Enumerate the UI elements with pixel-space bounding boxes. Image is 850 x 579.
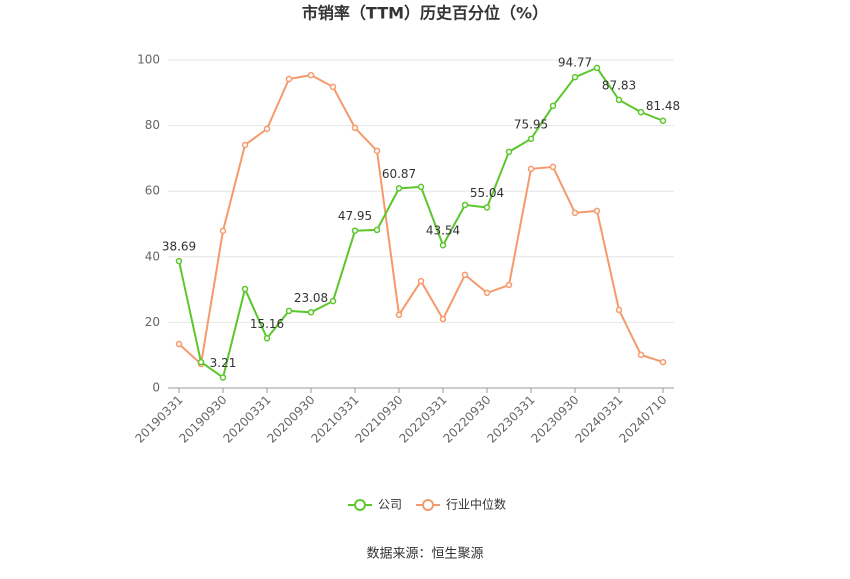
data-point	[175, 257, 183, 265]
data-label: 94.77	[558, 56, 592, 70]
y-tick-label: 0	[152, 381, 160, 395]
data-point	[351, 227, 359, 234]
data-point	[219, 374, 227, 381]
data-point	[241, 141, 249, 149]
legend-label: 行业中位数	[446, 497, 506, 512]
data-point	[549, 163, 557, 171]
y-tick-label: 60	[145, 184, 160, 198]
y-tick-label: 40	[145, 249, 160, 263]
data-label: 81.48	[646, 99, 680, 113]
data-point	[505, 281, 513, 289]
data-point	[637, 108, 645, 116]
data-point	[527, 135, 535, 143]
data-point	[175, 340, 183, 348]
legend-label: 公司	[378, 498, 402, 512]
data-point	[615, 96, 623, 104]
data-point	[637, 351, 645, 359]
data-point	[439, 315, 447, 323]
data-label: 3.21	[210, 356, 237, 370]
data-point	[285, 307, 293, 315]
data-point	[395, 185, 403, 192]
chart-title: 市销率（TTM）历史百分位（%）	[302, 4, 548, 23]
data-point	[659, 358, 667, 366]
data-point	[439, 241, 447, 249]
data-point	[307, 71, 315, 79]
data-point	[417, 183, 425, 191]
data-point	[505, 148, 513, 156]
data-point	[549, 102, 557, 110]
data-point	[373, 226, 381, 234]
data-point	[263, 335, 271, 342]
data-point	[263, 125, 271, 133]
data-point	[329, 297, 337, 305]
data-label: 60.87	[382, 167, 416, 181]
data-point	[395, 311, 403, 319]
data-point	[285, 75, 293, 83]
data-point	[461, 201, 469, 209]
data-point	[219, 227, 227, 235]
data-point	[593, 207, 601, 215]
x-tick-label: 20240710	[617, 393, 670, 446]
legend-marker	[422, 499, 435, 511]
data-point	[307, 309, 315, 316]
data-point	[659, 117, 667, 124]
data-point	[461, 271, 469, 279]
legend-marker	[354, 499, 366, 511]
data-point	[373, 147, 381, 155]
data-point	[197, 358, 205, 366]
data-point	[483, 289, 491, 297]
data-label: 38.69	[162, 240, 196, 254]
data-point	[329, 83, 337, 91]
data-point	[351, 124, 359, 132]
data-point	[417, 277, 425, 285]
data-label: 87.83	[602, 78, 636, 92]
legend-item: 公司	[348, 498, 402, 512]
data-label: 55.04	[470, 186, 504, 200]
data-point	[483, 204, 491, 211]
legend-item: 行业中位数	[416, 497, 506, 512]
source: 数据来源：恒生聚源	[366, 547, 483, 562]
data-point	[241, 285, 249, 293]
data-point	[527, 165, 535, 173]
y-tick-label: 20	[145, 315, 160, 329]
data-label: 43.54	[426, 224, 460, 238]
data-point	[615, 306, 623, 314]
data-label: 47.95	[338, 209, 372, 223]
data-point	[571, 209, 579, 217]
data-point	[593, 64, 601, 72]
data-label: 23.08	[294, 291, 328, 305]
y-tick-label: 100	[137, 53, 160, 67]
data-label: 75.95	[514, 117, 548, 131]
data-label: 15.16	[250, 317, 284, 331]
series-line	[178, 66, 664, 380]
data-point	[571, 73, 579, 81]
y-tick-label: 80	[145, 118, 160, 132]
